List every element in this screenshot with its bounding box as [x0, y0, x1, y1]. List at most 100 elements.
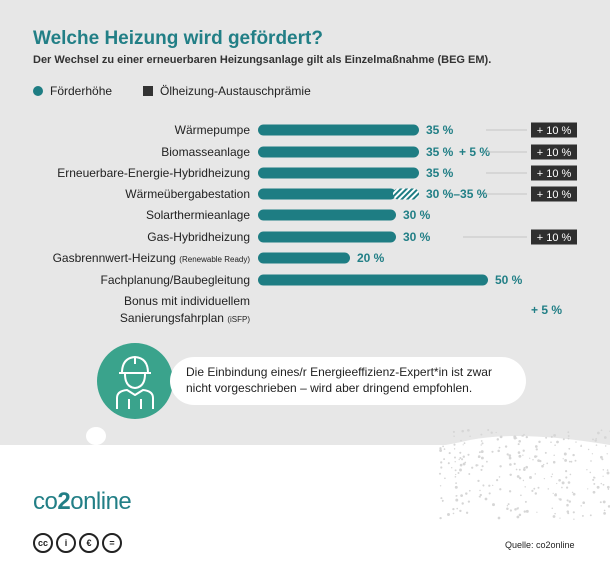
texture-dot	[602, 475, 604, 477]
bar	[258, 167, 419, 179]
texture-dot	[573, 518, 575, 520]
texture-dot	[509, 509, 513, 512]
texture-dot	[452, 507, 455, 511]
texture-dot	[518, 439, 522, 443]
texture-dot	[534, 473, 537, 475]
texture-dot	[568, 500, 572, 503]
texture-dot	[563, 452, 567, 456]
texture-dot	[552, 460, 556, 464]
texture-dot	[589, 471, 592, 474]
texture-dot	[506, 505, 509, 507]
texture-dot	[508, 456, 512, 460]
texture-dot	[461, 429, 464, 433]
premium-badge	[531, 229, 577, 245]
page-title: Welche Heizung wird gefördert?	[33, 28, 323, 49]
texture-dot	[599, 501, 602, 504]
bonus-label: + 5 %	[459, 145, 490, 159]
texture-dot	[480, 444, 482, 446]
texture-dot	[497, 516, 501, 520]
texture-dot	[465, 492, 468, 495]
thought-bubble	[86, 427, 106, 445]
source-label: Quelle: co2online	[505, 540, 575, 550]
texture-dot	[498, 446, 501, 449]
texture-dot	[551, 507, 554, 510]
texture-dot	[462, 462, 466, 466]
texture-dot	[534, 455, 537, 458]
texture-dot	[454, 469, 457, 472]
texture-dot	[499, 488, 502, 491]
texture-dot	[531, 489, 534, 492]
category-label: Biomasseanlage	[161, 145, 250, 159]
texture-dot	[475, 464, 478, 467]
texture-dot	[462, 455, 465, 458]
data-label: 20 %	[357, 251, 385, 265]
texture-dot	[536, 511, 538, 513]
texture-dot	[568, 460, 571, 463]
texture-dot	[572, 492, 576, 496]
texture-dot	[507, 503, 510, 506]
texture-dot	[478, 451, 481, 454]
texture-dot	[460, 439, 462, 442]
texture-dot	[592, 490, 596, 494]
texture-dot	[481, 465, 484, 468]
texture-dot	[561, 481, 565, 485]
texture-dot	[600, 455, 603, 459]
texture-dot	[520, 494, 522, 497]
texture-dot	[458, 458, 460, 461]
bar	[258, 274, 488, 286]
texture-dot	[525, 465, 529, 469]
texture-dot	[454, 475, 457, 478]
texture-dot	[553, 434, 556, 437]
texture-dot	[480, 440, 483, 442]
texture-dot	[537, 486, 540, 489]
license-icons: cc i € =	[33, 533, 122, 553]
premium-badge	[531, 165, 577, 181]
category-label: Gas-Hybridheizung	[147, 230, 250, 244]
texture-dot	[484, 497, 488, 501]
texture-dot	[513, 462, 516, 465]
texture-dot	[523, 510, 527, 513]
texture-dot	[454, 461, 456, 463]
texture-dot	[522, 449, 525, 452]
category-label: Sanierungsfahrplan (iSFP)	[120, 311, 250, 325]
texture-dot	[564, 458, 568, 462]
no-derivatives-icon: =	[102, 533, 122, 553]
texture-dot	[468, 489, 471, 492]
data-label: 35 %	[426, 166, 454, 180]
data-label: 30 %	[403, 208, 431, 222]
texture-dot	[499, 435, 503, 439]
texture-dot	[455, 473, 457, 476]
texture-dot	[518, 468, 521, 471]
bar	[258, 188, 396, 200]
texture-dot	[593, 482, 596, 485]
category-label: Wärmeübergabestation	[125, 187, 250, 201]
texture-dot	[516, 475, 520, 478]
texture-dot	[602, 500, 606, 504]
texture-dot	[541, 464, 544, 468]
texture-dot	[455, 498, 459, 502]
texture-dot	[444, 477, 446, 480]
texture-dot	[544, 451, 547, 454]
texture-dot	[438, 472, 442, 475]
texture-dot	[487, 428, 490, 432]
legend-label: Förderhöhe	[50, 84, 113, 98]
texture-dot	[593, 476, 596, 479]
texture-dot	[459, 457, 462, 459]
texture-dot	[509, 473, 512, 477]
texture-dot	[486, 460, 488, 463]
texture-dot	[592, 438, 594, 441]
texture-dot	[607, 488, 610, 491]
texture-dot	[468, 473, 471, 475]
texture-dot	[467, 500, 471, 503]
texture-dot	[571, 491, 574, 494]
texture-dot	[469, 435, 471, 438]
texture-dot	[545, 436, 548, 439]
premium-badge	[531, 144, 577, 160]
data-label: 50 %	[495, 273, 523, 287]
texture-dot	[460, 494, 463, 497]
texture-dot	[606, 485, 610, 489]
texture-dot	[574, 459, 577, 462]
texture-dot	[534, 445, 538, 448]
texture-dot	[582, 501, 586, 505]
